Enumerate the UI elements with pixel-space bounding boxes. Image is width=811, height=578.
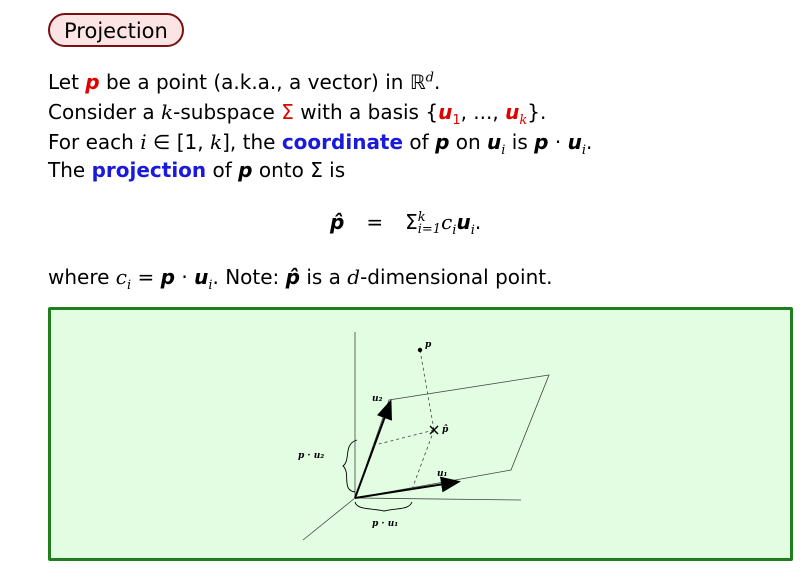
point-phat bbox=[429, 425, 439, 435]
label-pu2: p · u₂ bbox=[298, 451, 324, 461]
phat-to-u2-dashed bbox=[370, 429, 435, 447]
brace-u2 bbox=[342, 439, 358, 493]
projection-diagram: p p̂ u₁ u₂ p · u₂ p · u₁ bbox=[298, 332, 550, 541]
label-p: p bbox=[425, 340, 432, 350]
phat-to-u1-dashed bbox=[410, 429, 435, 493]
label-pu1: p · u₁ bbox=[372, 519, 398, 529]
text-line-5: where ci = p · ui. Note: p̂ is a d-dimen… bbox=[48, 265, 553, 293]
label-phat: p̂ bbox=[442, 424, 449, 435]
text-line-4: The projection of p onto Σ is bbox=[48, 158, 346, 182]
p-to-phat-dashed bbox=[419, 349, 435, 431]
text-line-3: For each i ∈ [1, k], the coordinate of p… bbox=[48, 130, 593, 158]
depth-axis bbox=[302, 497, 356, 541]
u2-vector bbox=[354, 399, 392, 499]
subspace-plane bbox=[354, 374, 550, 499]
label-u2: u₂ bbox=[372, 394, 383, 404]
projection-figure-box: p p̂ u₁ u₂ p · u₂ p · u₁ bbox=[48, 307, 793, 561]
text-line-1: Let p be a point (a.k.a., a vector) in ℝ… bbox=[48, 70, 441, 94]
horizontal-axis bbox=[354, 497, 522, 501]
text-line-2: Consider a k-subspace Σ with a basis {u1… bbox=[48, 100, 547, 128]
u1-vector bbox=[354, 476, 461, 499]
label-u1: u₁ bbox=[437, 469, 448, 479]
point-p bbox=[417, 347, 423, 353]
slide-title: Projection bbox=[48, 13, 184, 47]
brace-u1 bbox=[354, 501, 413, 512]
